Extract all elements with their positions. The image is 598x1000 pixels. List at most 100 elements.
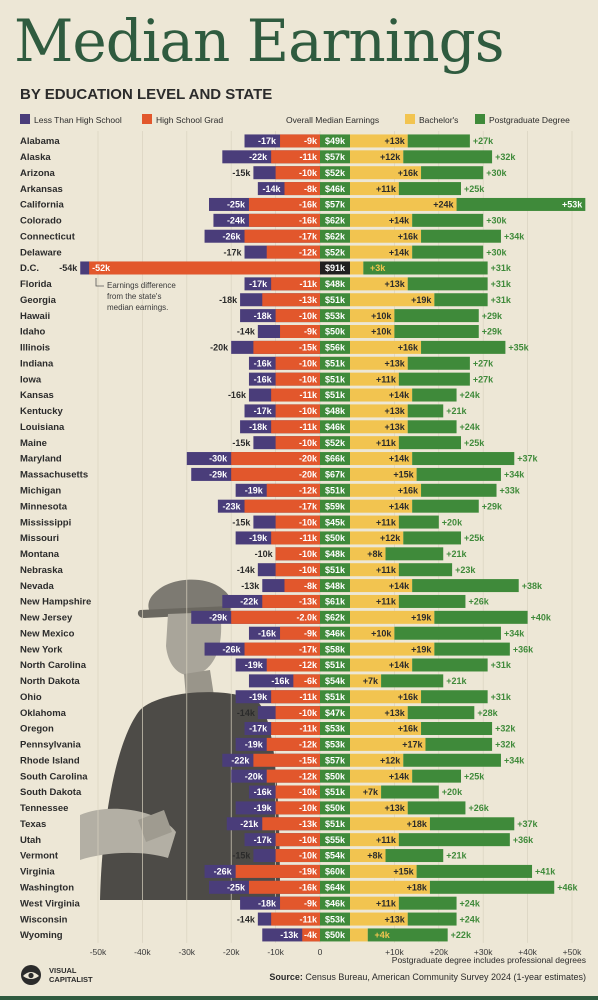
hs-grad-value: -12k [299, 660, 318, 670]
bar-postgrad [412, 658, 488, 672]
less-than-hs-value: -14k [237, 327, 256, 337]
overall-median-pill [320, 690, 350, 704]
bachelors-value: +11k [376, 565, 397, 575]
overall-median-pill [320, 197, 350, 211]
state-label: Alaska [20, 152, 51, 163]
bachelors-value: +18k [407, 819, 428, 829]
hs-grad-value: -11k [299, 533, 318, 543]
state-row: Montana $48k -10k -10k +8k +21k [20, 547, 468, 561]
bar-bachelors [350, 436, 399, 450]
postgrad-value: +30k [486, 216, 507, 226]
less-than-hs-value: -21k [240, 819, 259, 829]
less-than-hs-value: -16k [254, 374, 273, 384]
less-than-hs-value: -24k [227, 216, 246, 226]
bachelors-value: +14k [389, 660, 410, 670]
bar-hs-grad [262, 594, 320, 608]
hs-grad-value: -20k [299, 454, 318, 464]
hs-grad-value: -9k [304, 136, 318, 146]
hs-grad-value: -12k [299, 771, 318, 781]
bar-postgrad [403, 150, 493, 164]
bar-postgrad [421, 722, 493, 735]
state-row: Vermont $54k -15k -10k +8k +21k [20, 849, 468, 863]
bachelors-value: +12k [380, 152, 401, 162]
bar-postgrad [412, 769, 461, 783]
bar-bachelors [350, 293, 435, 307]
bar-hs-grad [275, 833, 320, 847]
bachelors-value: +13k [384, 136, 405, 146]
bar-postgrad [398, 896, 457, 910]
state-row: Massachusetts $67k -29k -20k +15k +34k [20, 467, 525, 481]
state-label: Louisiana [20, 422, 65, 433]
postgrad-value: +26k [468, 597, 489, 607]
overall-median-pill [320, 293, 350, 307]
bachelors-value: +11k [376, 374, 397, 384]
hs-grad-value: -12k [299, 247, 318, 257]
hs-grad-value: -16k [299, 883, 318, 893]
logo-line-1: VISUAL [49, 966, 77, 975]
bar-bachelors [350, 166, 422, 180]
bar-bachelors [350, 658, 413, 672]
bar-hs-grad [271, 531, 320, 545]
state-row: D.C. $91k -54k -52k +3k +31k [20, 261, 512, 275]
hs-grad-value: -10k [299, 406, 318, 416]
state-row: Ohio $51k -19k -11k +16k +31k [20, 690, 512, 704]
bar-hs-grad [275, 849, 320, 863]
bachelors-value: +11k [376, 898, 397, 908]
postgrad-value: +24k [460, 898, 481, 908]
bar-bachelors [350, 880, 430, 894]
state-label: New Jersey [20, 613, 73, 624]
state-row: Delaware $52k -17k -12k +14k +30k [20, 245, 507, 259]
postgrad-value: +32k [495, 152, 516, 162]
overall-median-label: $52k [325, 438, 346, 448]
bachelors-value: +4k [374, 930, 390, 940]
overall-median-pill [320, 150, 350, 164]
bar-hs-grad [248, 880, 320, 894]
bar-postgrad [403, 753, 501, 767]
postgrad-value: +27k [473, 136, 494, 146]
state-label: Wisconsin [20, 914, 68, 925]
bar-hs-grad [284, 579, 320, 593]
overall-median-pill [320, 579, 350, 593]
less-than-hs-value: -17k [254, 406, 273, 416]
overall-median-pill [320, 896, 350, 910]
state-label: Utah [20, 835, 41, 846]
postgrad-value: +32k [495, 724, 516, 734]
postgrad-value: +25k [464, 771, 485, 781]
overall-median-label: $50k [325, 533, 346, 543]
bar-postgrad [412, 452, 515, 466]
overall-median-label: $54k [325, 851, 346, 861]
hs-grad-value: -10k [299, 374, 318, 384]
bar-postgrad [429, 817, 515, 831]
overall-median-pill [320, 833, 350, 847]
bar-postgrad [412, 579, 519, 593]
bachelors-value: +15k [393, 867, 414, 877]
hs-grad-value: -17k [299, 644, 318, 654]
bachelors-value: +19k [411, 295, 432, 305]
hs-grad-value: -9k [304, 628, 318, 638]
bar-postgrad [421, 340, 506, 354]
hs-grad-value: -20k [299, 470, 318, 480]
bar-hs-grad [262, 817, 320, 831]
bachelors-value: +11k [376, 184, 397, 194]
bar-bachelors [350, 404, 408, 418]
bar-hs-grad [271, 690, 320, 704]
bar-postgrad [381, 674, 444, 688]
less-than-hs-value: -18k [219, 295, 238, 305]
overall-median-pill [320, 245, 350, 259]
overall-median-label: $48k [325, 279, 346, 289]
bar-hs-grad [89, 261, 321, 275]
postgrad-value: +22k [451, 930, 472, 940]
state-row: Minnesota $59k -23k -17k +14k +29k [20, 499, 503, 513]
bachelors-value: +18k [407, 883, 428, 893]
bar-postgrad [412, 388, 457, 402]
less-than-hs-value: -19k [249, 692, 268, 702]
postgrad-value: +24k [460, 390, 481, 400]
source: Source: Census Bureau, American Communit… [269, 972, 586, 982]
less-than-hs-value: -22k [231, 755, 250, 765]
hs-grad-value: -16k [299, 200, 318, 210]
bar-postgrad [421, 166, 484, 180]
overall-median-pill [320, 722, 350, 735]
overall-median-pill [320, 753, 350, 767]
state-row: Illinois $56k -20k -15k +16k +35k [20, 340, 530, 354]
state-row: Oklahoma $47k -14k -10k +13k +28k [20, 706, 499, 720]
